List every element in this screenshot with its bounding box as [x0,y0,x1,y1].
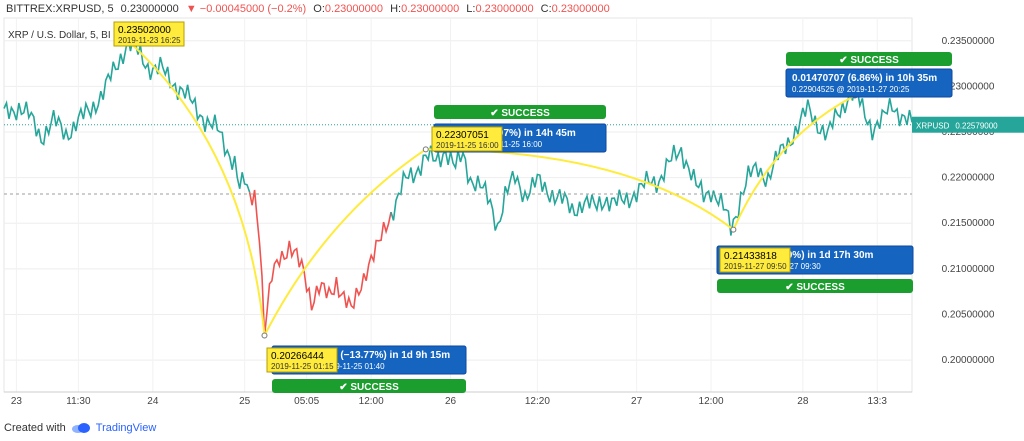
swing-curve-3 [732,94,856,231]
y-tick-label: 0.23500000 [942,36,995,47]
x-tick-label: 12:20 [525,396,550,407]
x-tick-label: 23 [11,396,23,407]
value-callout-price: 0.21433818 [724,251,777,262]
price-badge [912,116,1024,133]
created-with-label: Created with [4,422,66,434]
header-line: BITTREX:XRPUSD, 5 0.23000000 ▼ −0.000450… [6,3,610,15]
y-tick-label: 0.21500000 [942,218,995,229]
move-box-main: 10.07%) in 14h 45m [484,128,576,139]
value-callout-bg [719,247,791,273]
y-tick-label: 0.20500000 [942,309,995,320]
swing-point-2 [422,146,429,153]
ohlc-l-value: 0.23000000 [475,3,533,15]
ohlc-h-key: H: [390,3,401,15]
value-callout-bg [266,347,338,373]
ohlc-l-key: L: [466,3,475,15]
ohlc-o-value: 0.23000000 [325,3,383,15]
value-callout-price: 0.23502000 [118,25,171,36]
price-badge-value: 0.22579000 [955,122,998,131]
move-box-3[interactable]: 0.01470707 (6.86%) in 10h 35m0.22904525 … [785,52,953,98]
move-box-sub: 19-11-27 09:30 [767,262,821,271]
value-callout-bg [431,126,503,152]
value-callout-date: 2019-11-27 09:50 [724,262,787,271]
success-label: ✔ SUCCESS [339,382,399,393]
symbol: BITTREX:XRPUSD, 5 [6,3,114,15]
plot-area [3,17,913,393]
x-tick-label: 28 [797,396,809,407]
value-callout-date: 2019-11-23 16:25 [118,36,181,45]
move-box-sub: 0.22904525 @ 2019-11-27 20:25 [792,85,910,94]
value-callout-date: 2019-11-25 01:15 [271,362,334,371]
y-tick-label: 0.23000000 [942,81,995,92]
x-tick-label: 11:30 [66,396,91,407]
y-tick-label: 0.22000000 [942,173,995,184]
price-change: ▼ −0.00045000 (−0.2%) [186,3,306,15]
price-line-segment [248,189,392,337]
y-tick-label: 0.21000000 [942,264,995,275]
tradingview-brand-link[interactable]: TradingView [95,422,157,434]
ohlc-h-value: 0.23000000 [401,3,459,15]
swing-point-3 [730,226,737,233]
success-label: ✔ SUCCESS [839,55,899,66]
success-banner [434,105,606,119]
success-label: ✔ SUCCESS [785,282,845,293]
x-tick-label: 12:00 [359,396,384,407]
move-box-main: …s (−13.77%) in 1d 9h 15m [322,350,450,361]
move-box-main: 0.01470707 (6.86%) in 10h 35m [792,73,937,84]
chart-subtitle: XRP / U.S. Dollar, 5, BI [8,30,111,41]
tradingview-cloud-icon [71,423,90,433]
value-callout-price: 0.22307051 [436,130,489,141]
y-tick-label: 0.20000000 [942,355,995,366]
price-badge-text: XRPUSD 0.22579000 [916,122,998,131]
x-tick-label: 27 [631,396,643,407]
success-label: ✔ SUCCESS [490,108,550,119]
axes: 0.235000000.230000000.225000000.22000000… [4,36,1024,407]
ohlc-o-key: O: [313,3,325,15]
x-tick-label: 05:05 [294,396,319,407]
x-tick-label: 12:00 [699,396,724,407]
last-price: 0.23000000 [121,3,179,15]
grid [3,17,913,393]
price-badge-symbol: XRPUSD [916,122,950,131]
success-banner [717,279,913,293]
footer: Created with TradingView [4,418,156,438]
move-box-main: −4.00%) in 1d 17h 30m [767,250,874,261]
ohlc-c-value: 0.23000000 [552,3,610,15]
value-callout-date: 2019-11-25 16:00 [436,141,499,150]
move-box-sub: 2019-11-25 01:40 [322,362,385,371]
move-box-sub: 019-11-25 16:00 [484,140,543,149]
x-tick-label: 13:3 [868,396,888,407]
success-banner [272,379,466,393]
value-callout-price: 0.20266444 [271,351,324,362]
ohlc-c-key: C: [541,3,552,15]
swing-point-1 [261,332,268,339]
value-callout-bg [113,21,185,47]
swing-curve-1 [263,148,427,336]
success-banner [786,52,952,66]
swing-curve-0 [127,40,266,336]
move-box-bg [785,68,953,98]
x-tick-label: 25 [239,396,251,407]
x-tick-label: 24 [147,396,159,407]
x-tick-label: 26 [445,396,457,407]
